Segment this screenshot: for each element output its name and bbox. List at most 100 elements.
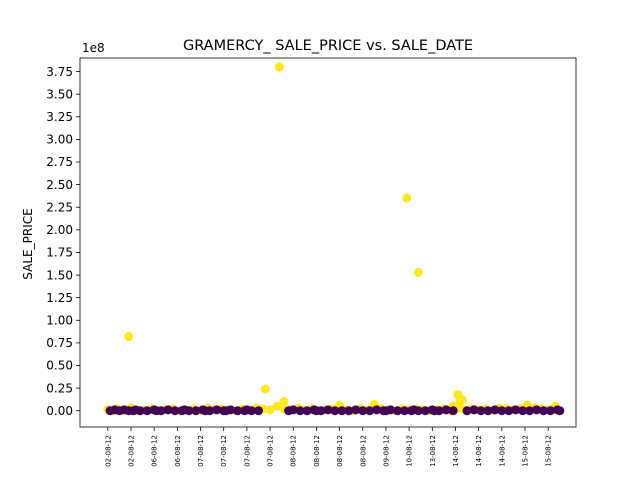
scatter-point xyxy=(316,406,326,416)
scatter-point xyxy=(469,405,479,415)
scatter-point xyxy=(483,406,493,416)
x-tick-label: 15-08-12 xyxy=(522,435,530,467)
x-tick-label: 02-08-12 xyxy=(104,435,112,467)
scatter-point xyxy=(337,406,347,416)
y-tick-label: 2.75 xyxy=(46,155,73,169)
x-tick-label: 07-08-12 xyxy=(220,435,228,467)
y-tick-label: 1.75 xyxy=(46,246,73,260)
scatter-point xyxy=(358,406,368,416)
scatter-point xyxy=(490,405,500,415)
y-tick-label: 2.25 xyxy=(46,200,73,214)
scatter-point xyxy=(142,406,152,416)
scatter-point xyxy=(413,267,423,277)
scatter-point xyxy=(163,405,173,415)
x-tick-label: 08-08-12 xyxy=(336,435,344,467)
scatter-point xyxy=(295,406,305,416)
scatter-point xyxy=(226,405,236,415)
scatter-point xyxy=(191,406,201,416)
scatter-point xyxy=(330,406,340,416)
x-tick-label: 09-08-12 xyxy=(382,435,390,467)
y-tick-label: 0.75 xyxy=(46,336,73,350)
x-tick-label: 06-08-12 xyxy=(151,435,159,467)
y-axis-label: SALE_PRICE xyxy=(21,208,35,279)
scatter-point xyxy=(386,405,396,415)
scatter-point xyxy=(532,405,542,415)
scatter-point xyxy=(288,405,298,415)
scatter-point xyxy=(402,193,412,203)
scatter-point xyxy=(302,406,312,416)
y-axis-ticks: 0.00 0.25 0.50 0.75 1.00 1.25 1.50 1.75 2.00 2.25… xyxy=(46,65,80,418)
scatter-point xyxy=(393,406,403,416)
y-tick-label: 1.50 xyxy=(46,268,73,282)
scatter-point xyxy=(135,406,145,416)
scatter-point xyxy=(156,406,166,416)
scatter-point xyxy=(497,406,507,416)
scatter-point xyxy=(212,405,222,415)
x-tick-label: 08-08-12 xyxy=(290,435,298,467)
scatter-point xyxy=(372,405,382,415)
scatter-point xyxy=(323,405,333,415)
scatter-point xyxy=(525,406,535,416)
scatter-point xyxy=(260,384,270,394)
scatter-point xyxy=(351,405,361,415)
scatter-point xyxy=(205,406,215,416)
y-tick-label: 2.50 xyxy=(46,178,73,192)
x-tick-label: 07-08-12 xyxy=(197,435,205,467)
y-tick-label: 3.75 xyxy=(46,65,73,79)
scatter-point xyxy=(274,62,284,72)
scatter-point xyxy=(511,405,521,415)
scatter-point xyxy=(272,401,282,411)
y-tick-label: 2.00 xyxy=(46,223,73,237)
scatter-point xyxy=(448,406,458,416)
scatter-point xyxy=(184,406,194,416)
scatter-point xyxy=(344,406,354,416)
x-tick-label: 10-08-12 xyxy=(406,435,414,467)
x-tick-label: 06-08-12 xyxy=(174,435,182,467)
y-tick-label: 3.25 xyxy=(46,110,73,124)
scatter-point xyxy=(247,406,257,416)
scatter-point xyxy=(413,406,423,416)
scatter-point xyxy=(233,406,243,416)
x-axis-ticks: 02-08-12 02-08-12 06-08-12 06-08-12 07-08-12… xyxy=(104,427,553,467)
y-tick-label: 1.00 xyxy=(46,313,73,327)
scatter-point xyxy=(253,406,263,416)
scatter-point xyxy=(420,406,430,416)
scatter-point xyxy=(476,406,486,416)
x-tick-label: 13-08-12 xyxy=(429,435,437,467)
x-tick-label: 02-08-12 xyxy=(127,435,135,467)
scatter-point xyxy=(539,406,549,416)
x-tick-label: 08-08-12 xyxy=(313,435,321,467)
scatter-point xyxy=(365,406,375,416)
chart-title: GRAMERCY_ SALE_PRICE vs. SALE_DATE xyxy=(183,38,473,54)
data-points xyxy=(103,62,565,416)
scatter-point xyxy=(546,406,555,416)
y-tick-label: 3.50 xyxy=(46,87,73,101)
scatter-point xyxy=(434,406,444,416)
x-tick-label: 08-08-12 xyxy=(359,435,367,467)
y-tick-label: 3.00 xyxy=(46,133,73,147)
x-tick-label: 14-08-12 xyxy=(498,435,506,467)
x-tick-label: 07-08-12 xyxy=(243,435,251,467)
x-tick-label: 14-08-12 xyxy=(475,435,483,467)
scatter-point xyxy=(504,406,514,416)
y-axis-offset-text: 1e8 xyxy=(82,41,105,55)
y-tick-label: 0.25 xyxy=(46,381,73,395)
x-tick-label: 07-08-12 xyxy=(267,435,275,467)
scatter-point xyxy=(124,332,134,342)
scatter-point xyxy=(462,406,472,416)
plot-area-frame xyxy=(79,57,577,428)
x-tick-label: 15-08-12 xyxy=(545,435,553,467)
scatter-point xyxy=(555,406,565,416)
scatter-point xyxy=(279,397,289,407)
y-tick-label: 0.50 xyxy=(46,359,73,373)
scatter-point xyxy=(441,405,451,415)
scatter-point xyxy=(265,405,275,415)
y-tick-label: 1.25 xyxy=(46,291,73,305)
y-tick-label: 0.00 xyxy=(46,404,73,418)
scatter-point xyxy=(170,406,180,416)
scatter-point xyxy=(399,406,409,416)
scatter-point xyxy=(518,406,528,416)
x-tick-label: 14-08-12 xyxy=(452,435,460,467)
